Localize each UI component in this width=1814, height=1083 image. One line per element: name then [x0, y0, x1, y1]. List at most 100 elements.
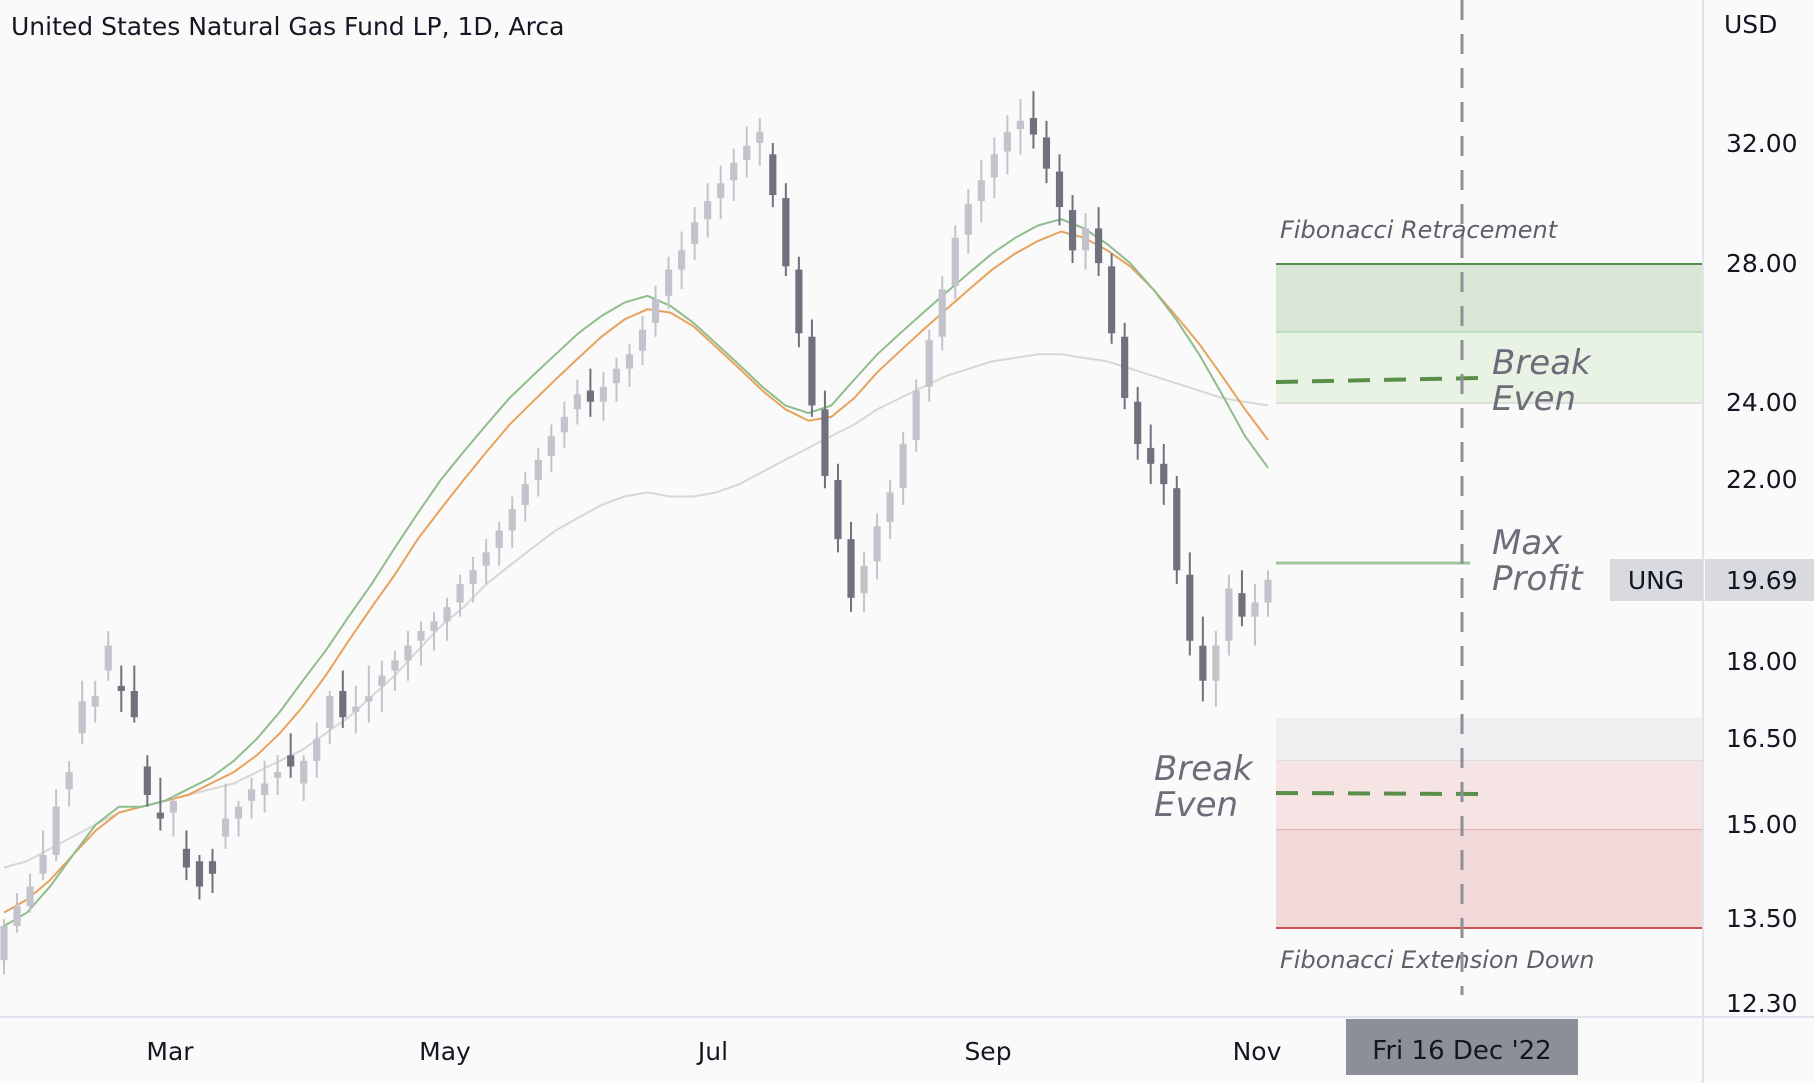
candle	[925, 329, 933, 402]
candle	[508, 496, 516, 548]
candle-body	[78, 701, 86, 734]
candle	[300, 755, 308, 801]
candle-body	[912, 390, 920, 441]
candle-body	[612, 368, 621, 384]
candle	[560, 401, 568, 448]
candle-body	[1003, 131, 1011, 152]
candle-body	[221, 818, 230, 837]
candle	[39, 830, 47, 881]
candle	[1186, 552, 1194, 656]
candle-body	[651, 299, 660, 323]
candle	[26, 873, 34, 913]
max-profit-label-line2: Profit	[1492, 559, 1584, 599]
candle	[339, 670, 347, 728]
candle-body	[1264, 579, 1272, 603]
candle	[951, 225, 959, 300]
candle	[586, 368, 594, 417]
y-tick-label: 13.50	[1726, 904, 1798, 933]
candle-body	[182, 848, 191, 868]
candle-body	[860, 565, 868, 594]
candle	[1042, 120, 1051, 184]
candle	[886, 480, 894, 540]
candle-body	[469, 570, 477, 584]
candle-body	[925, 340, 933, 387]
crosshair-date-tag	[1346, 1019, 1578, 1075]
y-tick-label: 24.00	[1726, 388, 1798, 417]
candle-body	[234, 806, 243, 819]
candle	[443, 597, 451, 641]
candle-body	[521, 484, 529, 505]
candle	[234, 800, 243, 837]
candle-body	[1160, 463, 1168, 485]
candle-body	[495, 530, 503, 548]
candle	[1225, 574, 1233, 656]
candle-body	[430, 621, 438, 632]
candle	[651, 285, 660, 337]
candle-body	[664, 269, 673, 296]
ticker-tag[interactable]	[1610, 559, 1703, 601]
candle-body	[1173, 488, 1181, 571]
candle	[208, 848, 217, 894]
ema-orange-line	[3, 230, 1269, 914]
candle	[938, 276, 946, 351]
candle	[756, 118, 764, 166]
upper-break-even-label-line2: Even	[1492, 379, 1576, 419]
candle-body	[808, 336, 816, 406]
candle-body	[248, 789, 256, 801]
candle-body	[1108, 266, 1116, 334]
ema-green-line	[3, 218, 1269, 927]
candle-body	[208, 861, 217, 874]
x-tick-label: May	[419, 1037, 471, 1066]
last-price-tag[interactable]	[1705, 559, 1814, 601]
candle-body	[1055, 171, 1064, 208]
candle-body	[1042, 137, 1051, 169]
candle-body	[508, 509, 516, 531]
candle-body	[1212, 645, 1220, 681]
candle-body	[1095, 228, 1103, 264]
candle-body	[899, 443, 907, 489]
candle	[1016, 99, 1024, 155]
candle-body	[313, 738, 321, 761]
candle	[834, 463, 842, 553]
candle	[638, 316, 647, 366]
candle	[1160, 443, 1168, 505]
candle	[691, 207, 699, 260]
y-tick-label: 16.50	[1726, 724, 1798, 753]
fib-extension-top-zone	[1276, 718, 1703, 761]
candle-body	[756, 131, 764, 143]
candle	[352, 685, 360, 734]
fib-extension-loss-zone	[1276, 830, 1703, 928]
candle-body	[1016, 120, 1024, 130]
candle	[1108, 253, 1116, 344]
candle	[1251, 583, 1259, 646]
max-profit-label-line1: Max	[1492, 523, 1563, 563]
candle	[704, 183, 712, 238]
candle-body	[378, 675, 386, 686]
candle-body	[195, 861, 204, 887]
candle	[730, 148, 738, 202]
candle-body	[261, 783, 269, 796]
y-tick-label: 15.00	[1726, 810, 1798, 839]
candle-body	[977, 180, 985, 202]
candle	[117, 665, 125, 712]
candle-body	[352, 706, 360, 712]
candle	[1055, 154, 1064, 226]
candle	[195, 854, 204, 900]
candle-body	[638, 329, 647, 351]
candle-body	[417, 631, 425, 641]
candle-body	[1068, 210, 1077, 251]
candle	[430, 611, 438, 651]
candle-body	[560, 416, 568, 433]
sma-line	[3, 353, 1269, 869]
candle-body	[391, 660, 399, 671]
candle	[274, 755, 282, 796]
moving-averages	[3, 218, 1269, 927]
fib-retracement-lower-zone	[1276, 332, 1703, 403]
candle	[13, 893, 21, 933]
candle-body	[795, 269, 803, 334]
candle	[1173, 475, 1181, 584]
candle-body	[1134, 401, 1142, 444]
candle-body	[287, 755, 295, 767]
candle	[782, 183, 790, 277]
